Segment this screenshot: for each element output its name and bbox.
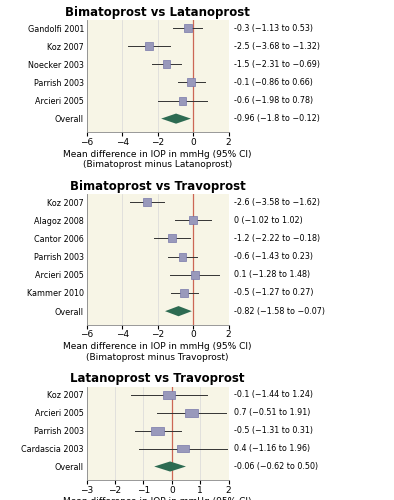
Bar [191,271,199,279]
Text: -0.96 (−1.8 to −0.12): -0.96 (−1.8 to −0.12) [234,114,320,123]
Bar [189,216,197,224]
X-axis label: Mean difference in IOP in mmHg (95% CI)
(Bimatoprost minus Travoprost): Mean difference in IOP in mmHg (95% CI) … [63,342,252,361]
Bar [180,289,188,297]
Text: -0.5 (−1.31 to 0.31): -0.5 (−1.31 to 0.31) [234,426,314,435]
X-axis label: Mean difference in IOP in mmHg (95% CI)
(Latanoprost minus Travoprost): Mean difference in IOP in mmHg (95% CI) … [63,498,252,500]
Text: 0.1 (−1.28 to 1.48): 0.1 (−1.28 to 1.48) [234,270,310,280]
Polygon shape [154,462,186,471]
Bar [168,234,176,242]
Polygon shape [161,114,191,124]
Bar [143,198,151,206]
Text: -2.6 (−3.58 to −1.62): -2.6 (−3.58 to −1.62) [234,198,320,206]
Text: 0 (−1.02 to 1.02): 0 (−1.02 to 1.02) [234,216,303,225]
Text: -0.82 (−1.58 to −0.07): -0.82 (−1.58 to −0.07) [234,306,325,316]
Title: Latanoprost vs Travoprost: Latanoprost vs Travoprost [71,372,245,386]
Bar [163,60,170,68]
Text: -1.5 (−2.31 to −0.69): -1.5 (−2.31 to −0.69) [234,60,320,69]
Text: -0.1 (−1.44 to 1.24): -0.1 (−1.44 to 1.24) [234,390,314,399]
Text: 0.7 (−0.51 to 1.91): 0.7 (−0.51 to 1.91) [234,408,311,417]
Bar [184,24,191,32]
X-axis label: Mean difference in IOP in mmHg (95% CI)
(Bimatoprost minus Latanoprost): Mean difference in IOP in mmHg (95% CI) … [63,150,252,169]
Bar [188,78,195,86]
Bar [163,390,175,398]
Text: 0.4 (−1.16 to 1.96): 0.4 (−1.16 to 1.96) [234,444,310,453]
Bar [145,42,152,50]
Text: -0.1 (−0.86 to 0.66): -0.1 (−0.86 to 0.66) [234,78,313,87]
Bar [151,426,164,434]
Title: Bimatoprost vs Latanoprost: Bimatoprost vs Latanoprost [65,6,250,19]
Text: -0.6 (−1.98 to 0.78): -0.6 (−1.98 to 0.78) [234,96,314,105]
Title: Bimatoprost vs Travoprost: Bimatoprost vs Travoprost [70,180,245,192]
Bar [186,408,198,416]
Bar [177,444,190,452]
Polygon shape [165,306,192,316]
Text: -0.3 (−1.13 to 0.53): -0.3 (−1.13 to 0.53) [234,24,314,32]
Bar [178,252,186,260]
Bar [178,96,186,104]
Text: -1.2 (−2.22 to −0.18): -1.2 (−2.22 to −0.18) [234,234,321,243]
Text: -0.5 (−1.27 to 0.27): -0.5 (−1.27 to 0.27) [234,288,314,298]
Text: -0.6 (−1.43 to 0.23): -0.6 (−1.43 to 0.23) [234,252,314,261]
Text: -2.5 (−3.68 to −1.32): -2.5 (−3.68 to −1.32) [234,42,320,50]
Text: -0.06 (−0.62 to 0.50): -0.06 (−0.62 to 0.50) [234,462,319,471]
